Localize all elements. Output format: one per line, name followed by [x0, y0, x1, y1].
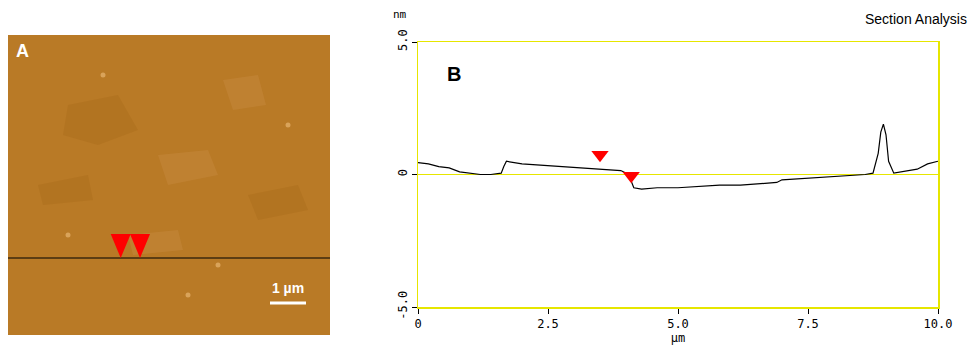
- svg-text:nm: nm: [393, 8, 407, 21]
- svg-text:2.5: 2.5: [537, 317, 559, 331]
- svg-text:Section Analysis: Section Analysis: [865, 11, 967, 27]
- svg-text:B: B: [447, 63, 461, 85]
- svg-text:5.0: 5.0: [667, 317, 689, 331]
- svg-text:0: 0: [396, 169, 410, 176]
- svg-text:0: 0: [414, 317, 421, 331]
- svg-text:A: A: [16, 41, 29, 61]
- svg-text:µm: µm: [671, 331, 685, 345]
- svg-text:1 µm: 1 µm: [272, 280, 304, 296]
- svg-text:10.0: 10.0: [924, 317, 953, 331]
- svg-text:5.0: 5.0: [396, 29, 410, 51]
- svg-text:-5.0: -5.0: [396, 291, 410, 320]
- svg-text:7.5: 7.5: [797, 317, 819, 331]
